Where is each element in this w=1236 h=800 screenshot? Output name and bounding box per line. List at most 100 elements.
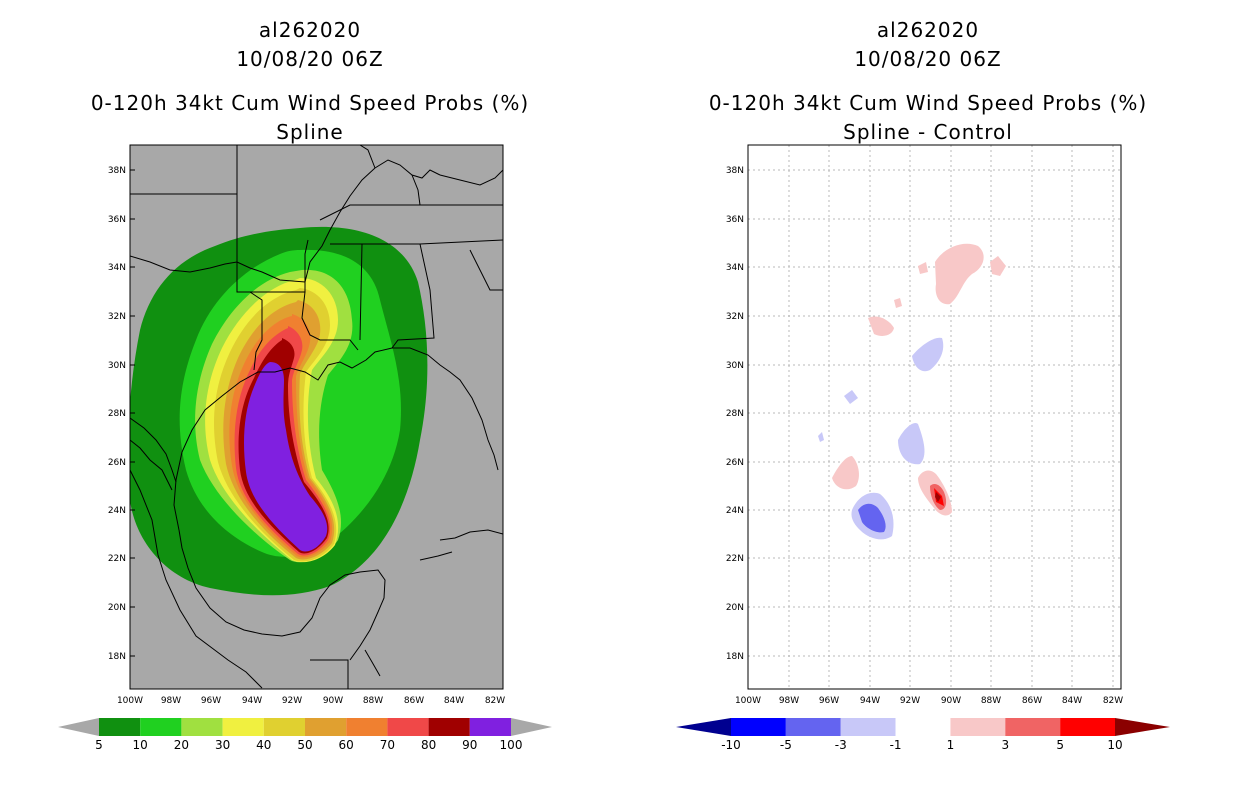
- lon-label: 90W: [323, 696, 343, 706]
- lat-label: 34N: [108, 263, 126, 273]
- left-colorbar-swatch: [346, 718, 388, 736]
- left-colorbar-label: 10: [133, 738, 148, 752]
- right-gridlines: [748, 145, 1121, 689]
- lon-label: 82W: [485, 696, 505, 706]
- lat-label: 26N: [108, 458, 126, 468]
- left-colorbar-swatch: [140, 718, 182, 736]
- lat-label: 34N: [726, 263, 744, 273]
- left-colorbar-high-arrow: [511, 718, 552, 736]
- lat-label: 20N: [726, 603, 744, 613]
- lat-label: 22N: [726, 554, 744, 564]
- lat-label: 26N: [726, 458, 744, 468]
- lon-label: 98W: [779, 696, 799, 706]
- right-colorbar-label: -1: [890, 738, 902, 752]
- left-colorbar-label: 40: [256, 738, 271, 752]
- lat-label: 24N: [108, 506, 126, 516]
- right-storm-id: al262020: [876, 18, 980, 42]
- lat-label: 36N: [726, 215, 744, 225]
- left-colorbar-swatch: [387, 718, 429, 736]
- left-colorbar-swatch: [428, 718, 470, 736]
- lon-label: 90W: [941, 696, 961, 706]
- left-colorbar-label: 100: [500, 738, 523, 752]
- lat-label: 28N: [726, 409, 744, 419]
- lon-label: 84W: [444, 696, 464, 706]
- left-colorbar-label: 60: [339, 738, 354, 752]
- left-storm-id: al262020: [258, 18, 362, 42]
- left-colorbar-label: 5: [95, 738, 103, 752]
- right-colorbar: -10 -5 -3 -1 1 3 5 10: [676, 718, 1170, 752]
- right-colorbar-label: -3: [835, 738, 847, 752]
- left-colorbar-low-arrow: [58, 718, 99, 736]
- right-subtitle: Spline - Control: [843, 120, 1013, 144]
- right-colorbar-label: 10: [1107, 738, 1122, 752]
- lon-label: 94W: [242, 696, 262, 706]
- left-datetime: 10/08/20 06Z: [236, 47, 384, 71]
- lat-label: 18N: [726, 652, 744, 662]
- lat-label: 32N: [726, 312, 744, 322]
- right-lat-labels: 38N 36N 34N 32N 30N 28N 26N 24N 22N 20N …: [726, 166, 744, 662]
- right-colorbar-low-arrow: [676, 718, 731, 736]
- lat-label: 30N: [726, 361, 744, 371]
- lat-label: 32N: [108, 312, 126, 322]
- left-lat-labels: 38N 36N 34N 32N 30N 28N 26N 24N 22N 20N …: [108, 166, 126, 662]
- right-colorbar-label: 5: [1056, 738, 1064, 752]
- lat-label: 24N: [726, 506, 744, 516]
- right-colorbar-label: -5: [780, 738, 792, 752]
- lon-label: 82W: [1103, 696, 1123, 706]
- left-colorbar-swatch: [99, 718, 141, 736]
- lon-label: 98W: [161, 696, 181, 706]
- left-colorbar-swatch: [181, 718, 223, 736]
- left-lon-labels: 100W 98W 96W 94W 92W 90W 88W 86W 84W 82W: [117, 696, 505, 706]
- left-colorbar-swatch: [305, 718, 347, 736]
- left-colorbar-swatch: [222, 718, 264, 736]
- lon-label: 94W: [860, 696, 880, 706]
- lat-label: 22N: [108, 554, 126, 564]
- right-colorbar-swatch: [840, 718, 896, 736]
- lat-label: 28N: [108, 409, 126, 419]
- lon-label: 86W: [404, 696, 424, 706]
- lat-label: 20N: [108, 603, 126, 613]
- right-colorbar-swatch: [895, 718, 951, 736]
- right-map-panel: [747, 144, 1122, 690]
- left-colorbar-label: 50: [297, 738, 312, 752]
- left-colorbar-label: 70: [380, 738, 395, 752]
- lon-label: 100W: [735, 696, 761, 706]
- lon-label: 92W: [900, 696, 920, 706]
- right-colorbar-swatch: [1005, 718, 1061, 736]
- lon-label: 92W: [282, 696, 302, 706]
- right-lon-labels: 100W 98W 96W 94W 92W 90W 88W 86W 84W 82W: [735, 696, 1123, 706]
- left-map-panel: [129, 144, 504, 690]
- difference-contours: [818, 243, 1006, 540]
- left-colorbar-label: 30: [215, 738, 230, 752]
- left-colorbar-label: 80: [421, 738, 436, 752]
- lon-label: 84W: [1062, 696, 1082, 706]
- left-colorbar-swatch: [469, 718, 511, 736]
- right-colorbar-label: 3: [1001, 738, 1009, 752]
- lon-label: 100W: [117, 696, 143, 706]
- left-colorbar-swatch: [263, 718, 305, 736]
- right-colorbar-swatch: [1060, 718, 1116, 736]
- right-colorbar-label: -10: [721, 738, 741, 752]
- lat-label: 38N: [726, 166, 744, 176]
- lon-label: 88W: [981, 696, 1001, 706]
- right-product-title: 0-120h 34kt Cum Wind Speed Probs (%): [708, 91, 1148, 115]
- left-product-title: 0-120h 34kt Cum Wind Speed Probs (%): [90, 91, 530, 115]
- right-colorbar-swatch: [785, 718, 841, 736]
- left-colorbar: 5 10 20 30 40 50 60 70 80 90 100: [58, 718, 552, 752]
- right-datetime: 10/08/20 06Z: [854, 47, 1002, 71]
- lat-label: 18N: [108, 652, 126, 662]
- lat-label: 38N: [108, 166, 126, 176]
- lon-label: 86W: [1022, 696, 1042, 706]
- right-colorbar-swatch: [731, 718, 786, 736]
- lat-label: 30N: [108, 361, 126, 371]
- left-colorbar-label: 20: [174, 738, 189, 752]
- lat-label: 36N: [108, 215, 126, 225]
- lon-label: 88W: [363, 696, 383, 706]
- right-colorbar-high-arrow: [1115, 718, 1170, 736]
- left-subtitle: Spline: [276, 120, 344, 144]
- lon-label: 96W: [819, 696, 839, 706]
- left-colorbar-label: 90: [462, 738, 477, 752]
- right-colorbar-label: 1: [947, 738, 955, 752]
- right-colorbar-swatch: [950, 718, 1006, 736]
